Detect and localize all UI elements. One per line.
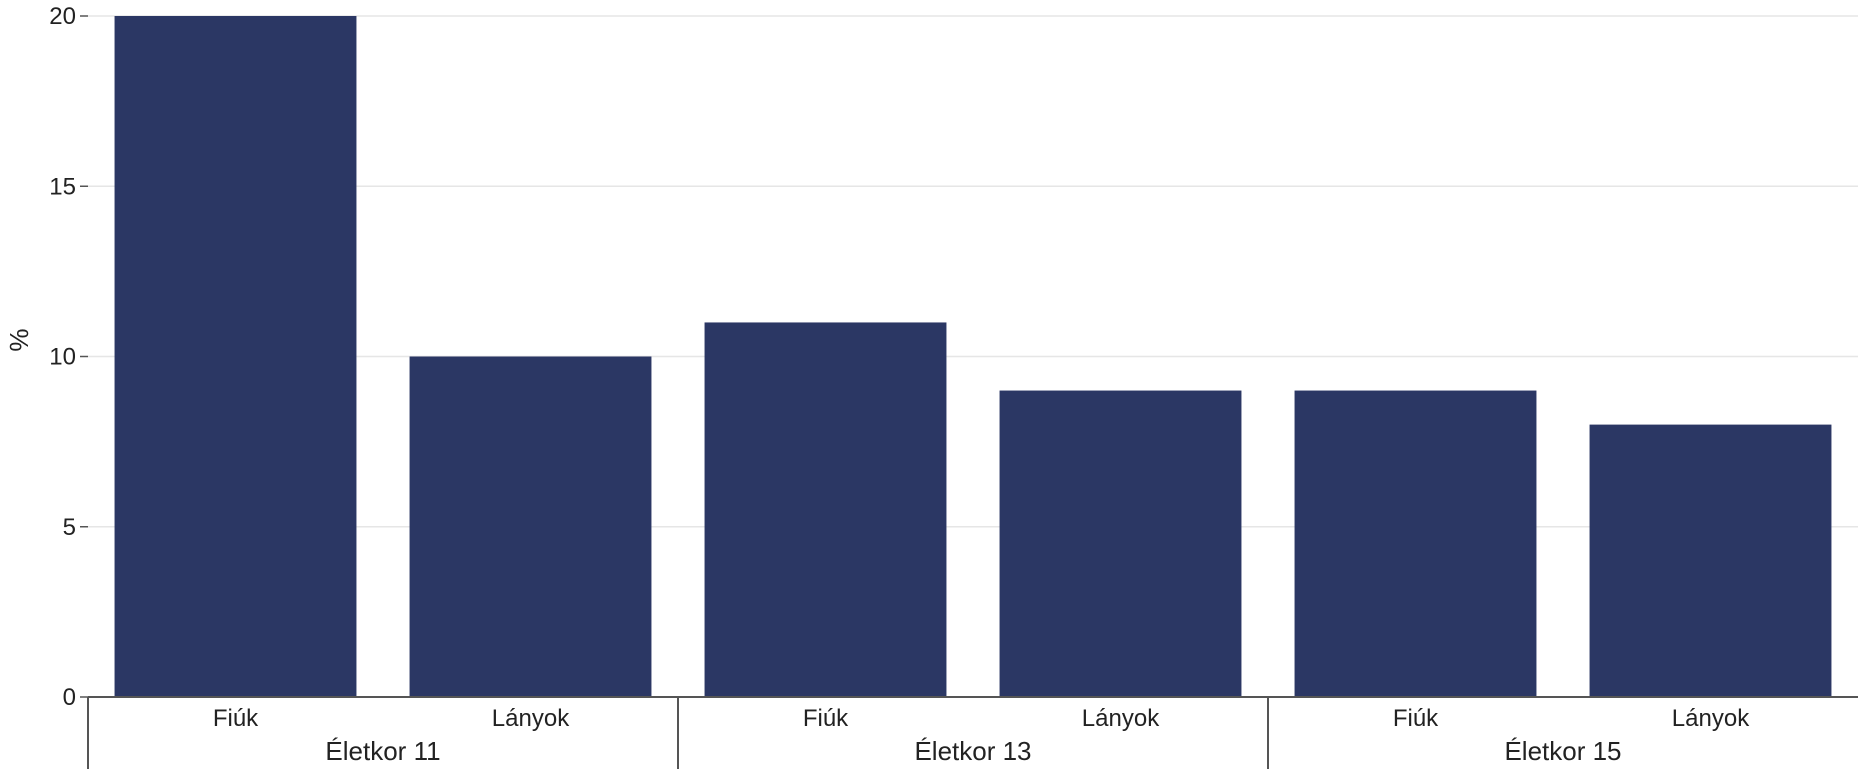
x-category-label: Fiúk <box>1393 705 1439 732</box>
y-tick-label: 15 <box>49 173 76 200</box>
y-axis-title: % <box>4 328 34 351</box>
y-axis-ticks: 0 5 10 15 20 <box>49 3 88 711</box>
y-tick-label: 10 <box>49 344 76 371</box>
bar <box>704 322 947 697</box>
bar <box>1589 424 1832 697</box>
group-label: Életkor 13 <box>914 736 1031 766</box>
x-category-label: Lányok <box>492 705 570 732</box>
x-category-label: Fiúk <box>803 705 849 732</box>
bar <box>999 390 1242 697</box>
y-tick-label: 20 <box>49 3 76 30</box>
group-label: Életkor 15 <box>1504 736 1621 766</box>
group-dividers <box>87 697 1269 769</box>
group-labels: Életkor 11 Életkor 13 Életkor 15 <box>325 736 1621 766</box>
x-axis-labels: Fiúk Lányok Fiúk Lányok Fiúk Lányok <box>213 705 1750 732</box>
gridlines <box>88 15 1858 528</box>
bar <box>409 356 652 697</box>
bar <box>1294 390 1537 697</box>
x-category-label: Lányok <box>1082 705 1160 732</box>
bar <box>114 16 357 697</box>
group-label: Életkor 11 <box>325 736 440 766</box>
x-category-label: Fiúk <box>213 705 259 732</box>
x-category-label: Lányok <box>1672 705 1750 732</box>
y-tick-label: 5 <box>63 514 76 541</box>
bars <box>114 16 1832 697</box>
y-tick-label: 0 <box>63 684 76 711</box>
